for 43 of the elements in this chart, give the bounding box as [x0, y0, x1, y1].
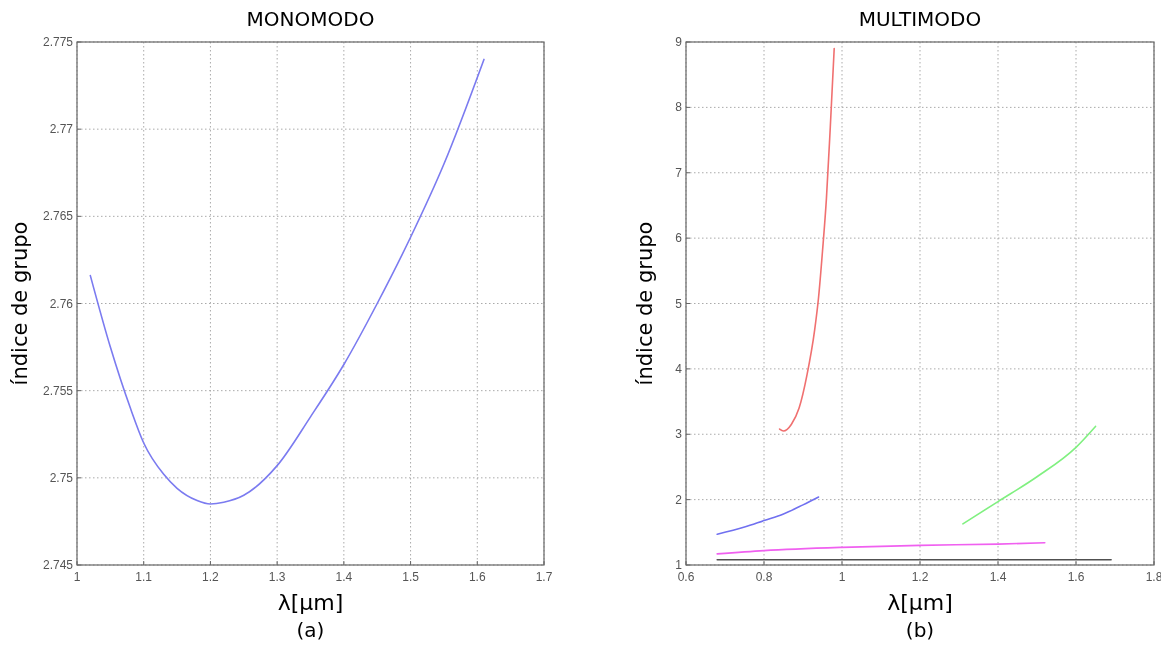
y-tick-label: 7: [675, 165, 683, 180]
line-series: [962, 425, 1097, 525]
y-tick-label: 2.76: [49, 296, 74, 311]
chart-title: MONOMODO: [246, 7, 375, 31]
y-tick-label: 9: [675, 35, 683, 49]
x-tick-label: 1.2: [202, 570, 220, 584]
x-tick-label: 1.6: [1067, 570, 1085, 584]
y-tick-label: 2.75: [49, 470, 74, 485]
x-tick-label: 1.8: [1145, 570, 1161, 584]
y-axis-title: índice de grupo: [8, 221, 32, 386]
y-tick-label: 2.745: [42, 558, 74, 572]
y-tick-label: 2.775: [42, 35, 74, 49]
y-axis-title: índice de grupo: [633, 221, 657, 386]
x-tick-label: 1.5: [402, 570, 420, 584]
x-axis-title: λ[μm]: [277, 590, 344, 615]
x-tick-label: 1.2: [911, 570, 929, 584]
y-tick-label: 8: [675, 100, 683, 115]
x-tick-label: 0.8: [755, 570, 773, 584]
chart-title: MULTIMODO: [858, 7, 982, 31]
x-axis-title: λ[μm]: [887, 590, 953, 615]
y-tick-label: 2: [675, 492, 683, 507]
line-series: [716, 541, 1046, 555]
line-series: [778, 47, 835, 432]
y-tick-label: 6: [675, 231, 683, 246]
y-tick-label: 2.77: [49, 122, 74, 137]
line-series: [89, 58, 485, 505]
text: (b): [905, 618, 935, 642]
text: (a): [296, 618, 325, 642]
y-tick-label: 1: [675, 558, 683, 572]
y-tick-label: 4: [675, 361, 683, 376]
x-tick-label: 1.4: [335, 570, 353, 584]
y-tick-label: 3: [675, 427, 683, 442]
x-tick-label: 1.7: [535, 570, 553, 584]
x-tick-label: 1.6: [468, 570, 486, 584]
line-series: [716, 496, 820, 536]
y-tick-label: 5: [675, 296, 683, 311]
y-tick-label: 2.765: [42, 209, 74, 224]
x-tick-label: 1.4: [989, 570, 1007, 584]
x-tick-label: 1.3: [268, 570, 286, 584]
y-tick-label: 2.755: [42, 383, 74, 398]
x-tick-label: 1.1: [135, 570, 153, 584]
x-tick-label: 0.6: [677, 570, 695, 584]
x-tick-label: 1: [838, 570, 846, 584]
